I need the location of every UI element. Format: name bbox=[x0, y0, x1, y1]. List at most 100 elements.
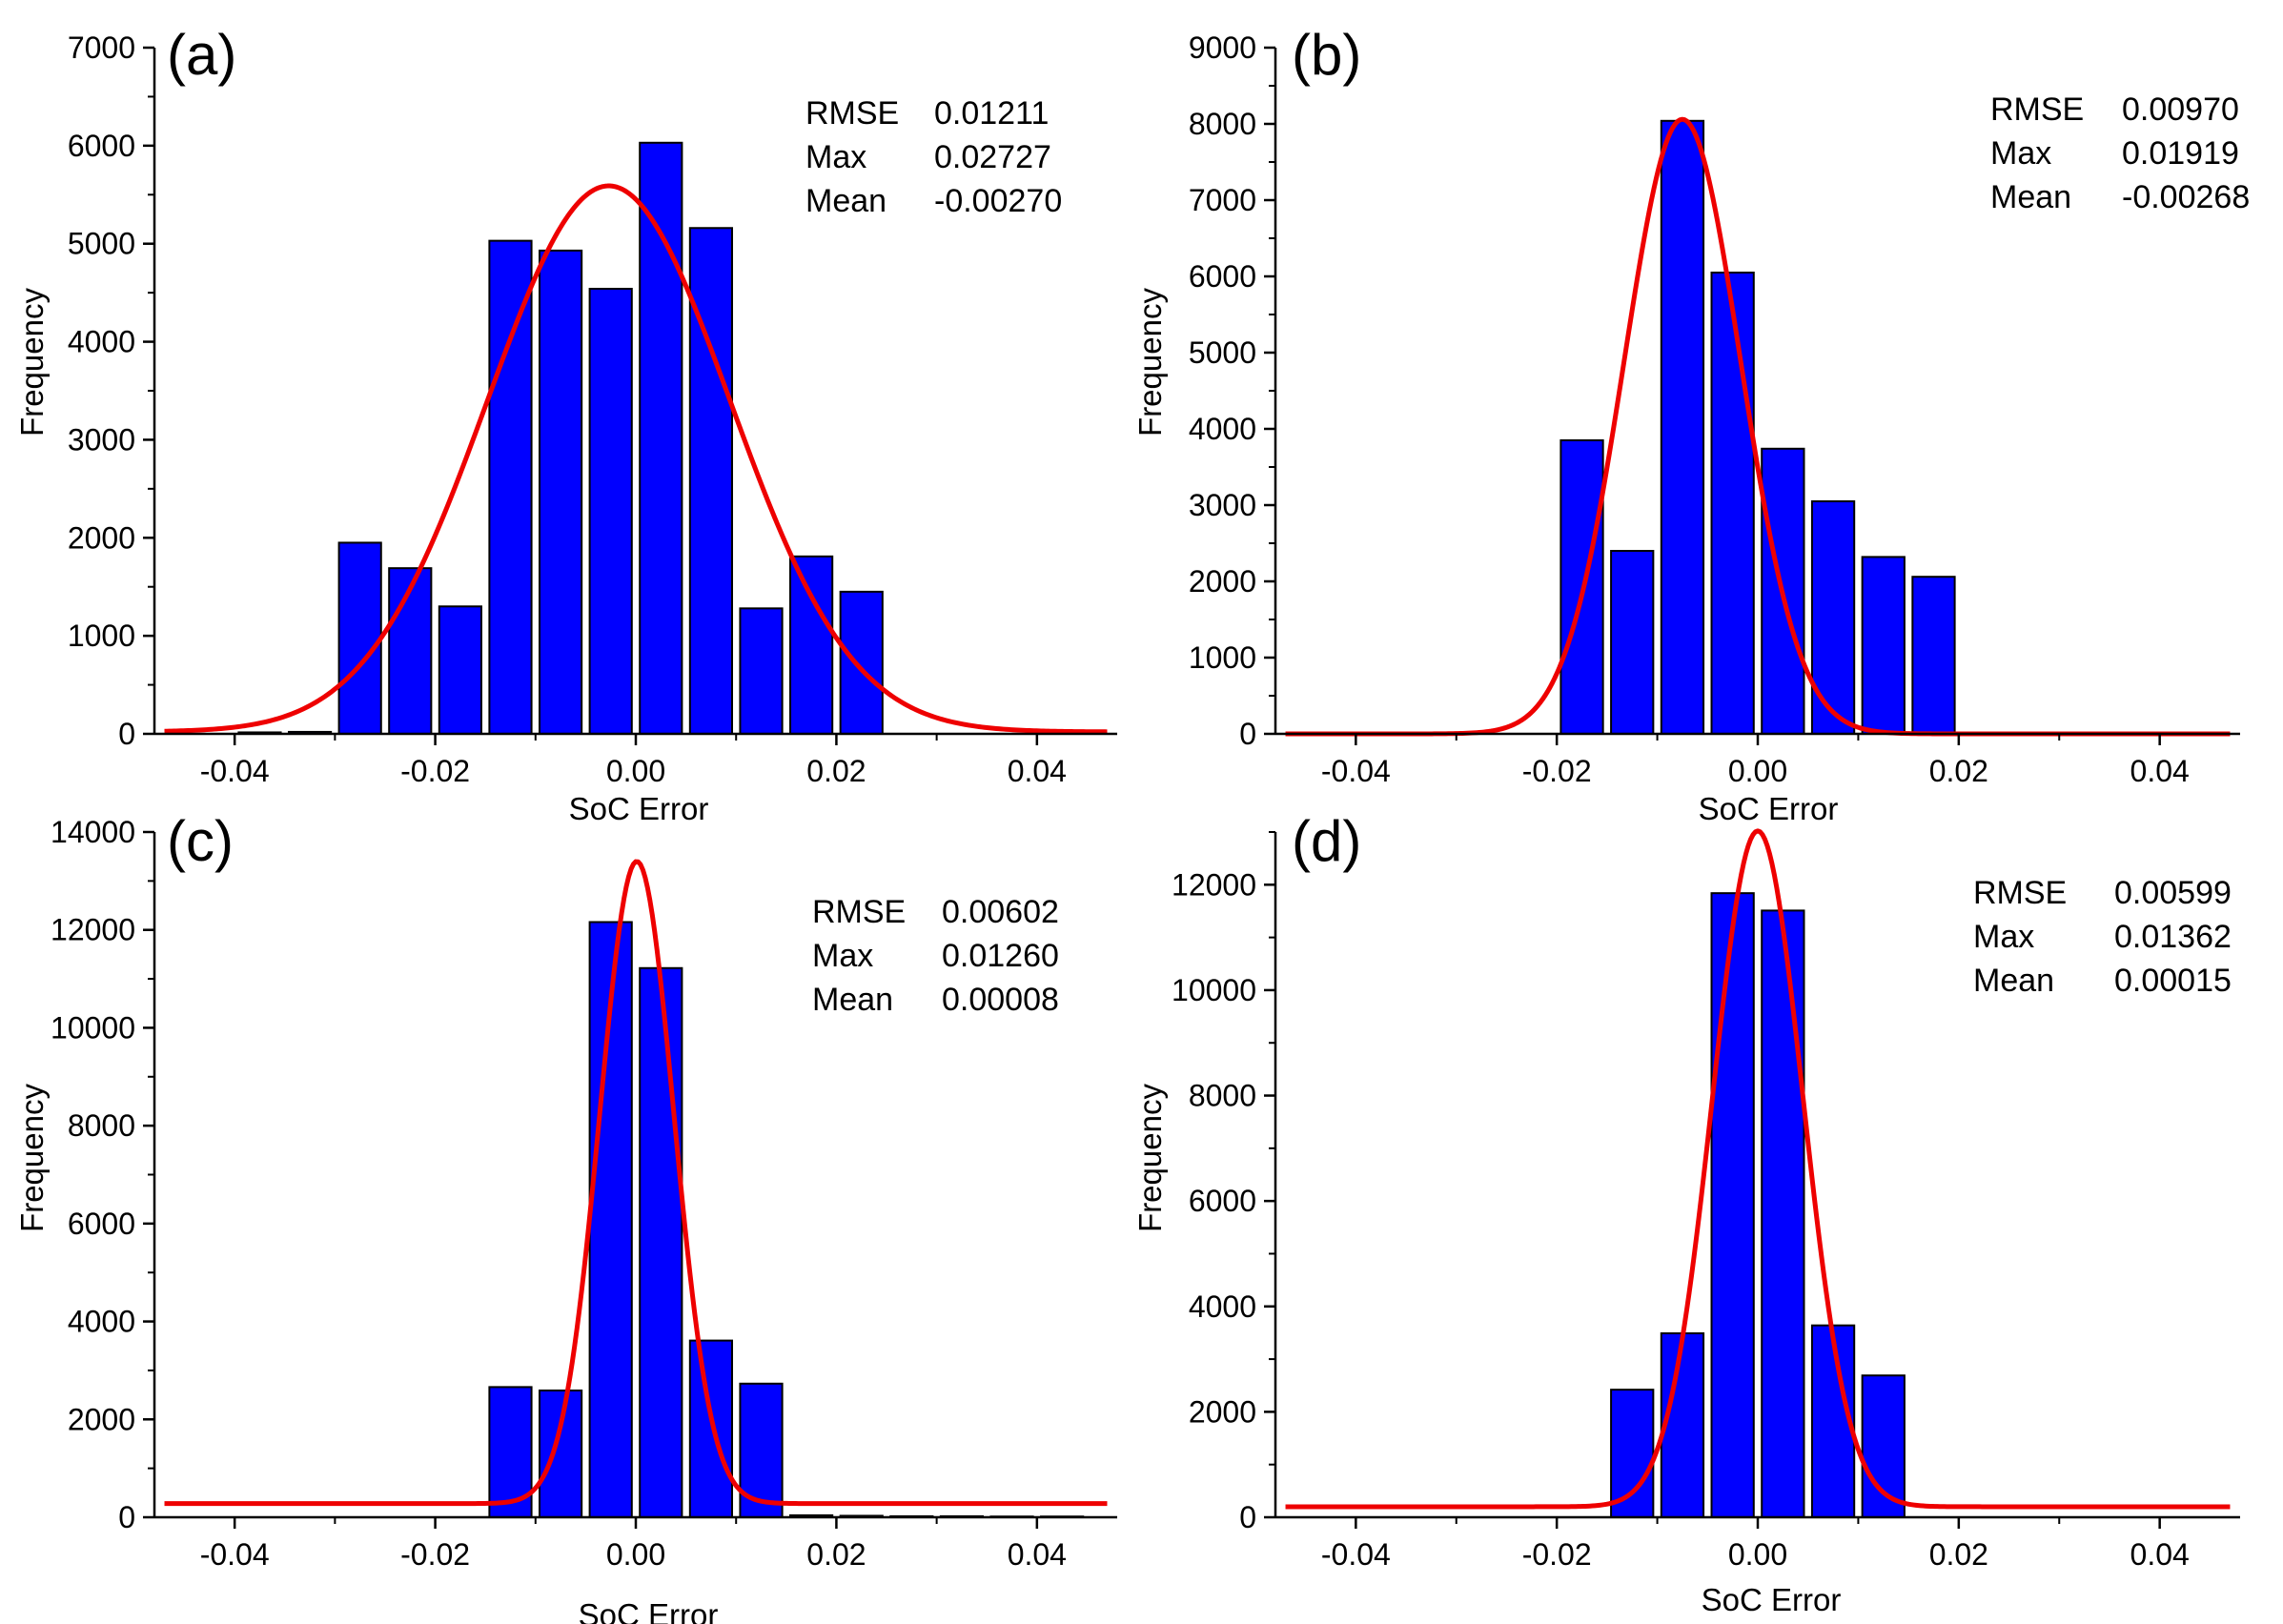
y-tick-label: 6000 bbox=[1189, 259, 1256, 294]
histogram-bar bbox=[639, 141, 683, 735]
x-tick-label: -0.04 bbox=[200, 754, 270, 788]
stat-label: Mean bbox=[1973, 963, 2054, 999]
panel-label: (b) bbox=[1292, 23, 1361, 87]
x-tick-label: -0.02 bbox=[400, 754, 470, 788]
y-axis-title: Frequency bbox=[1132, 288, 1168, 436]
histogram-bar bbox=[789, 555, 834, 735]
histogram-bar bbox=[1861, 1374, 1906, 1518]
x-tick-label: 0.00 bbox=[1728, 1537, 1787, 1572]
histogram-bar bbox=[639, 966, 683, 1518]
stat-value: 0.00599 bbox=[2114, 875, 2232, 911]
stat-value: -0.00270 bbox=[934, 183, 1062, 219]
x-tick-label: -0.02 bbox=[1522, 754, 1592, 788]
y-tick-label: 3000 bbox=[1189, 488, 1256, 522]
stat-label: Mean bbox=[805, 183, 887, 219]
x-tick-label: 0.00 bbox=[606, 1537, 665, 1572]
stat-value: 0.01211 bbox=[934, 95, 1049, 132]
y-axis-title: Frequency bbox=[14, 288, 50, 436]
panel-d: 0 2000 4000 6000 8000 10000 12000 -0.04 -0.02 0.0… bbox=[1132, 809, 2240, 1617]
histogram-bar bbox=[1710, 272, 1755, 735]
x-tick-label: -0.04 bbox=[1321, 1537, 1391, 1572]
histogram-bar bbox=[1660, 1331, 1705, 1519]
panel-label: (d) bbox=[1292, 809, 1361, 873]
y-tick-label: 4000 bbox=[1189, 412, 1256, 446]
stat-value: 0.01919 bbox=[2122, 135, 2239, 172]
stat-label: RMSE bbox=[812, 894, 906, 930]
normal-fit-curve bbox=[164, 183, 1108, 735]
stat-label: Mean bbox=[812, 982, 893, 1018]
y-tick-label: 14000 bbox=[51, 815, 135, 849]
panel-c: 0 2000 4000 6000 8000 10000 12000 14000 -0.04 -0.… bbox=[14, 809, 1117, 1624]
panel-label: (c) bbox=[167, 809, 234, 873]
histogram-bar bbox=[739, 607, 784, 735]
y-tick-label: 8000 bbox=[1189, 107, 1256, 141]
histogram-bar bbox=[1610, 1389, 1655, 1519]
y-tick-label: 10000 bbox=[51, 1010, 135, 1045]
stat-label: Max bbox=[812, 938, 873, 974]
y-tick-label: 6000 bbox=[68, 129, 135, 163]
histogram-bar bbox=[539, 1389, 583, 1518]
x-tick-label: 0.04 bbox=[2130, 1537, 2190, 1572]
histogram-bar bbox=[388, 567, 433, 736]
histogram-bar bbox=[1810, 1324, 1856, 1519]
normal-fit-curve bbox=[1285, 828, 2231, 1510]
x-axis-title: SoC Error bbox=[579, 1597, 719, 1624]
y-tick-label: 8000 bbox=[1189, 1079, 1256, 1113]
y-tick-label: 3000 bbox=[68, 422, 135, 457]
histogram-bar bbox=[438, 605, 482, 735]
panel-label: (a) bbox=[167, 23, 236, 87]
histogram-bar bbox=[1810, 500, 1856, 735]
histogram-bar bbox=[688, 1339, 733, 1518]
x-tick-label: 0.04 bbox=[2130, 754, 2190, 788]
y-tick-label: 2000 bbox=[1189, 1394, 1256, 1429]
histogram-bar bbox=[588, 288, 633, 735]
stat-value: 0.00008 bbox=[942, 982, 1059, 1018]
stat-value: 0.00015 bbox=[2114, 963, 2232, 999]
stat-value: -0.00268 bbox=[2122, 179, 2250, 215]
histogram-bar bbox=[1610, 550, 1655, 735]
y-tick-label: 10000 bbox=[1172, 973, 1256, 1007]
histogram-bar bbox=[1761, 909, 1805, 1518]
x-tick-label: -0.02 bbox=[1522, 1537, 1592, 1572]
stat-label: Max bbox=[1990, 135, 2051, 172]
histogram-bar bbox=[488, 239, 533, 735]
stat-value: 0.00970 bbox=[2122, 91, 2239, 128]
y-axis-title: Frequency bbox=[1132, 1084, 1168, 1232]
panel-b: 0 1000 2000 3000 4000 5000 6000 7000 8000 9000 -0.… bbox=[1132, 23, 2250, 826]
x-tick-label: -0.02 bbox=[400, 1537, 470, 1572]
stat-value: 0.00602 bbox=[942, 894, 1059, 930]
x-tick-label: -0.04 bbox=[200, 1537, 270, 1572]
y-tick-label: 0 bbox=[1239, 1500, 1256, 1534]
x-axis-title: SoC Error bbox=[569, 791, 709, 826]
stat-value: 0.01260 bbox=[942, 938, 1059, 974]
x-tick-label: 0.02 bbox=[1929, 754, 1988, 788]
y-tick-label: 4000 bbox=[68, 325, 135, 359]
stat-label: RMSE bbox=[1990, 91, 2084, 128]
histogram-bar bbox=[839, 590, 884, 735]
stat-value: 0.02727 bbox=[934, 139, 1051, 175]
x-tick-label: 0.00 bbox=[1728, 754, 1787, 788]
y-tick-label: 2000 bbox=[68, 520, 135, 555]
y-tick-label: 1000 bbox=[1189, 640, 1256, 675]
y-tick-label: 6000 bbox=[68, 1207, 135, 1241]
y-tick-label: 9000 bbox=[1189, 30, 1256, 65]
histogram-bar bbox=[539, 249, 583, 735]
y-tick-label: 12000 bbox=[1172, 867, 1256, 902]
y-tick-label: 2000 bbox=[68, 1402, 135, 1436]
x-tick-label: 0.00 bbox=[606, 754, 665, 788]
histogram-bar bbox=[1911, 576, 1956, 736]
y-tick-label: 6000 bbox=[1189, 1184, 1256, 1218]
x-tick-label: 0.02 bbox=[806, 1537, 866, 1572]
stat-label: RMSE bbox=[805, 95, 899, 132]
y-tick-label: 4000 bbox=[68, 1305, 135, 1339]
stat-label: Max bbox=[1973, 919, 2034, 955]
histogram-bar bbox=[688, 227, 733, 735]
stat-value: 0.01362 bbox=[2114, 919, 2232, 955]
y-tick-label: 7000 bbox=[68, 30, 135, 65]
y-tick-label: 8000 bbox=[68, 1108, 135, 1143]
x-axis-title: SoC Error bbox=[1699, 791, 1839, 826]
y-tick-label: 0 bbox=[118, 717, 135, 751]
x-tick-label: 0.04 bbox=[1008, 754, 1067, 788]
y-tick-label: 12000 bbox=[51, 913, 135, 947]
